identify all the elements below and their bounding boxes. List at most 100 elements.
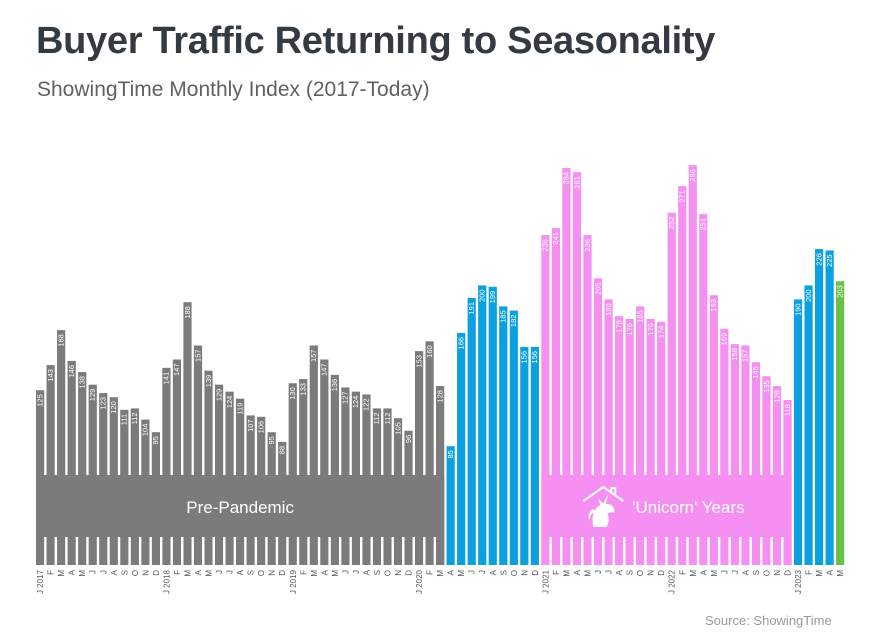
bar-stub [783, 537, 792, 565]
bar-gap [402, 537, 405, 565]
bar-stub [657, 537, 666, 565]
bar [488, 286, 497, 565]
bar-gap [54, 537, 58, 565]
bar-value-label: 236 [541, 239, 550, 252]
x-tick-label: D [405, 570, 414, 576]
bar [457, 332, 466, 565]
x-tick-label: N [520, 570, 529, 576]
bar-stub [109, 537, 118, 565]
bar [214, 384, 224, 565]
bar-gap [107, 537, 110, 565]
bar-gap [117, 537, 121, 565]
x-tick-label: S [247, 570, 256, 575]
bar [804, 285, 813, 565]
x-tick-label: J [478, 570, 487, 574]
bar-value-label: 85 [446, 450, 455, 458]
bar [309, 345, 318, 565]
bar [414, 351, 424, 565]
bar-stub [141, 537, 150, 565]
bar [583, 235, 592, 565]
bar [46, 365, 55, 565]
bar [657, 321, 666, 565]
bar-gap [86, 537, 89, 565]
bar-stub [667, 537, 676, 565]
x-tick-label: F [678, 570, 687, 575]
bar [330, 374, 339, 565]
x-tick-label: N [268, 570, 277, 576]
x-tick-label: A [741, 569, 750, 575]
bar-stub [751, 537, 761, 565]
bar-value-label: 146 [67, 365, 76, 378]
bar-stub [99, 537, 108, 565]
bar-stub [425, 537, 434, 565]
bar-gap [433, 537, 437, 565]
bar-gap [633, 537, 637, 565]
bar-value-label: 193 [709, 299, 718, 312]
bar-value-label: 203 [835, 285, 844, 298]
bar [288, 383, 297, 565]
bar-value-label: 130 [288, 387, 297, 400]
bar [551, 228, 561, 565]
bar-gap [581, 537, 584, 565]
bar-value-label: 281 [572, 176, 581, 189]
x-tick-label: A [699, 569, 708, 575]
source-note: Source: ShowingTime [705, 613, 832, 628]
x-tick-label: N [394, 570, 403, 576]
bar-stub [551, 537, 561, 565]
bar-value-label: 129 [214, 389, 223, 402]
bar-stub [67, 537, 76, 565]
bar-stub [267, 537, 276, 565]
x-tick-label: J 2020 [415, 569, 424, 594]
period-band: Pre-Pandemic [36, 475, 445, 537]
bar [446, 446, 455, 565]
bar-value-label: 124 [225, 396, 234, 409]
bar-value-label: 105 [393, 422, 402, 435]
bar-value-label: 200 [804, 289, 813, 302]
bar [720, 328, 729, 565]
bar-value-label: 147 [320, 363, 329, 376]
bar-gap [423, 537, 426, 565]
bar [562, 167, 571, 565]
bar [815, 249, 824, 566]
bar-value-label: 119 [235, 403, 244, 415]
bar-value-label: 123 [99, 397, 108, 410]
bar-gap [665, 537, 668, 565]
bar-stub [614, 537, 624, 565]
bar-value-label: 112 [372, 412, 381, 424]
bar-stub [636, 537, 645, 565]
bar-stub [172, 537, 182, 565]
bar [625, 318, 634, 565]
x-tick-label: N [773, 570, 782, 576]
x-tick-label: S [626, 570, 635, 575]
x-tick-label: D [784, 570, 793, 576]
bar-gap [707, 537, 710, 565]
x-tick-label: J [341, 570, 350, 574]
bar [467, 297, 476, 565]
bar-stub [309, 537, 318, 565]
bar-value-label: 129 [88, 389, 97, 402]
bar-value-label: 139 [204, 375, 213, 388]
x-tick-label: J 2017 [36, 569, 45, 594]
x-tick-label: O [131, 570, 140, 576]
bar-gap [328, 537, 331, 565]
bar [193, 345, 203, 565]
bar-value-label: 145 [751, 366, 760, 379]
bar-stub [730, 537, 739, 565]
unicorn-house-icon [582, 485, 624, 527]
bar-gap [549, 537, 552, 565]
bar-stub [572, 537, 582, 565]
bar [520, 346, 529, 565]
bar-gap [265, 537, 268, 565]
x-tick-label: M [205, 570, 214, 577]
bar-stub [204, 537, 213, 565]
x-tick-label: S [499, 570, 508, 575]
bar-value-label: 286 [688, 169, 697, 182]
bar [636, 306, 645, 565]
bar-value-label: 96 [404, 435, 413, 443]
bar-value-label: 241 [551, 232, 560, 245]
bar [836, 281, 845, 565]
x-tick-label: A [615, 569, 624, 575]
x-tick-label: J [226, 570, 235, 574]
bar-value-label: 185 [499, 310, 508, 323]
bar-value-label: 124 [351, 396, 360, 409]
